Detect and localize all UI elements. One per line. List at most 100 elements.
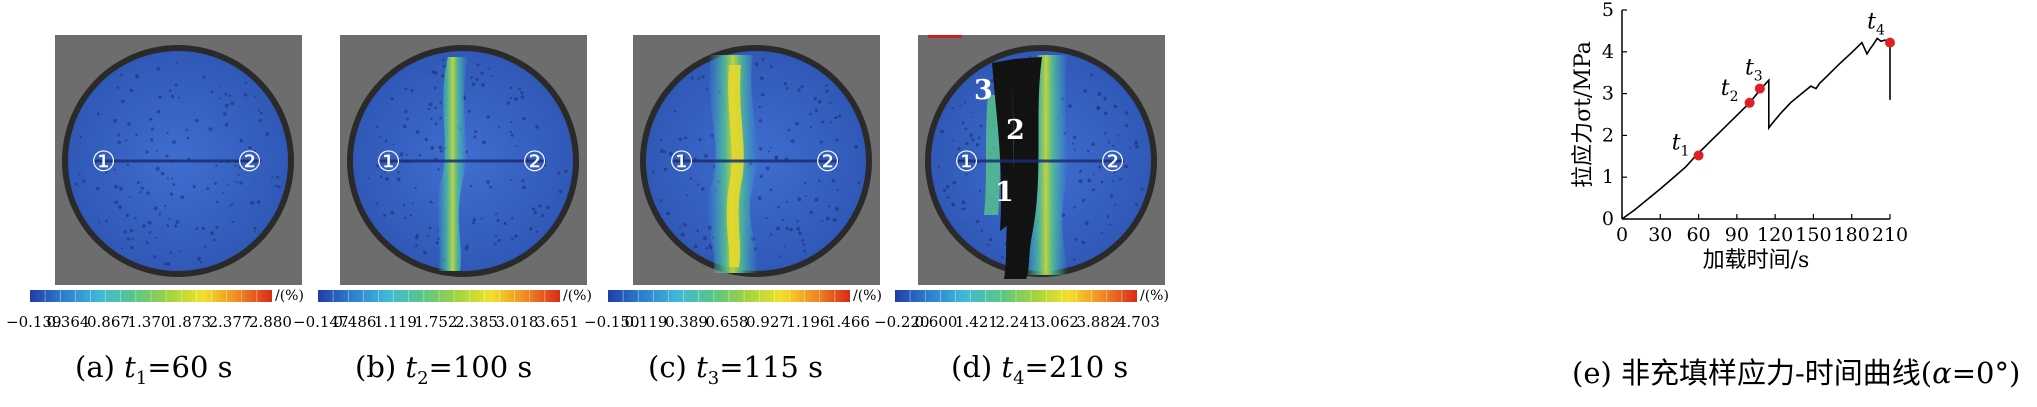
time-point-t2 <box>1744 97 1755 108</box>
colorbar-tick: 0.658 <box>705 313 749 331</box>
caption-suffix: =60 s <box>147 350 233 384</box>
x-tick-label: 90 <box>1725 224 1749 246</box>
time-point-label: t2 <box>1721 76 1739 105</box>
time-point-label: t4 <box>1867 10 1885 39</box>
y-tick-label: 3 <box>1602 83 1614 105</box>
colorbar-tick: 1.196 <box>786 313 830 331</box>
caption-prefix: (c) <box>648 350 697 384</box>
colorbar-b <box>318 290 560 302</box>
caption-sub: 3 <box>707 367 720 389</box>
strain-band <box>437 57 468 271</box>
colorbar-unit: /(%) <box>275 288 304 304</box>
chart-caption: (e) 非充填样应力-时间曲线(α=0°) <box>1572 350 2020 392</box>
x-tick-label: 210 <box>1872 224 1908 246</box>
colorbar-tick: −0.150 <box>584 313 640 331</box>
colorbar-tick: 2.385 <box>455 313 498 331</box>
marker-2-label: ② <box>522 145 547 178</box>
chart-caption-suffix: =0°) <box>1951 356 2021 390</box>
caption-var: t <box>405 350 418 384</box>
marker-1-label: ① <box>91 145 116 178</box>
y-axis-label: 拉应力σt/MPa <box>1571 41 1596 188</box>
colorbar-tick: 0.867 <box>87 313 130 331</box>
panel-caption-b: (b) t2=100 s <box>355 350 532 389</box>
colorbar-unit: /(%) <box>853 288 882 304</box>
x-axis-label: 加载时间/s <box>1703 248 1810 273</box>
marker-1-label: ① <box>954 145 979 178</box>
colorbar-tick: 0.927 <box>746 313 789 331</box>
x-tick-label: 30 <box>1648 224 1672 246</box>
crack-label-2: 2 <box>1006 115 1025 146</box>
crack-gap <box>1004 57 1042 279</box>
caption-prefix: (d) <box>951 350 1002 384</box>
colorbar-tick: 0.119 <box>624 313 668 331</box>
caption-var: t <box>696 350 708 384</box>
caption-suffix: =100 s <box>428 350 533 384</box>
crack-gap <box>992 59 1014 231</box>
time-point-label: t3 <box>1745 56 1763 85</box>
time-point-t4 <box>1885 37 1895 48</box>
caption-sub: 2 <box>417 367 429 389</box>
colorbar-tick: 4.703 <box>1117 313 1160 331</box>
time-point-t1 <box>1693 150 1704 161</box>
colorbar-tick: 3.651 <box>536 313 579 331</box>
colorbar-tick: 1.752 <box>414 313 458 331</box>
caption-var: t <box>124 350 136 384</box>
colorbar-tick: −0.139 <box>6 313 62 331</box>
marker-2-label: ② <box>237 145 262 178</box>
time-point-label: t1 <box>1672 130 1690 159</box>
colorbar-a <box>30 290 272 302</box>
x-tick-label: 120 <box>1757 224 1793 246</box>
y-tick-label: 0 <box>1602 208 1614 230</box>
colorbar-tick: 2.241 <box>995 313 1039 331</box>
panel-caption-a: (a) t1=60 s <box>75 350 233 389</box>
colorbar-tick: 0.364 <box>46 313 90 331</box>
colorbar-d <box>895 290 1137 302</box>
x-tick-label: 150 <box>1795 224 1831 246</box>
y-tick-label: 1 <box>1602 166 1614 188</box>
caption-prefix: (b) <box>355 350 406 384</box>
colorbar-tick: 2.377 <box>208 313 252 331</box>
colorbar-tick: 2.880 <box>249 313 292 331</box>
colorbar-tick: 1.421 <box>955 313 998 331</box>
colorbar-tick: 3.018 <box>495 313 539 331</box>
y-tick-label: 5 <box>1602 0 1614 21</box>
x-tick-label: 180 <box>1834 224 1870 246</box>
colorbar-tick: 1.119 <box>374 313 417 331</box>
stress-curve <box>1621 37 1891 220</box>
y-tick-label: 2 <box>1602 124 1614 146</box>
caption-suffix: =115 s <box>719 350 823 384</box>
caption-sub: 4 <box>1013 367 1025 389</box>
time-point-t3 <box>1754 83 1765 94</box>
chart-caption-prefix: (e) 非充填样应力-时间曲线( <box>1572 356 1933 390</box>
caption-sub: 1 <box>135 367 148 389</box>
dic-field-d: ① ② 32 1 <box>918 35 1165 285</box>
caption-prefix: (a) <box>75 350 125 384</box>
crack-label-3: 3 <box>974 75 993 106</box>
colorbar-c <box>608 290 850 302</box>
colorbar-tick: 0.600 <box>914 313 958 331</box>
colorbar-tick: −0.147 <box>293 313 349 331</box>
x-tick-label: 0 <box>1616 224 1628 246</box>
caption-var: t <box>1001 350 1014 384</box>
colorbar-tick: 3.062 <box>1036 313 1079 331</box>
stress-time-chart: 0 30 60 90 120 150 180 210 0 1 2 3 4 5 加载时间/s 拉应力σt/MPa… <box>1571 0 1908 273</box>
colorbar-tick: 3.882 <box>1076 313 1120 331</box>
colorbar-tick: 0.486 <box>333 313 377 331</box>
colorbar-tick: 1.370 <box>127 313 171 331</box>
colorbar-unit: /(%) <box>1140 288 1169 304</box>
colorbar-tick: −0.220 <box>874 313 930 331</box>
colorbar-tick: 1.466 <box>827 313 870 331</box>
x-tick-label: 60 <box>1686 224 1710 246</box>
panel-caption-c: (c) t3=115 s <box>648 350 823 389</box>
y-tick-label: 4 <box>1602 41 1614 63</box>
colorbar-tick: 0.389 <box>665 313 708 331</box>
colorbar-tick: 1.873 <box>168 313 211 331</box>
marker-2-label: ② <box>815 145 840 178</box>
crack-label-1: 1 <box>995 177 1014 208</box>
caption-suffix: =210 s <box>1024 350 1129 384</box>
chart-caption-var: α <box>1932 356 1952 390</box>
colorbar-unit: /(%) <box>563 288 592 304</box>
